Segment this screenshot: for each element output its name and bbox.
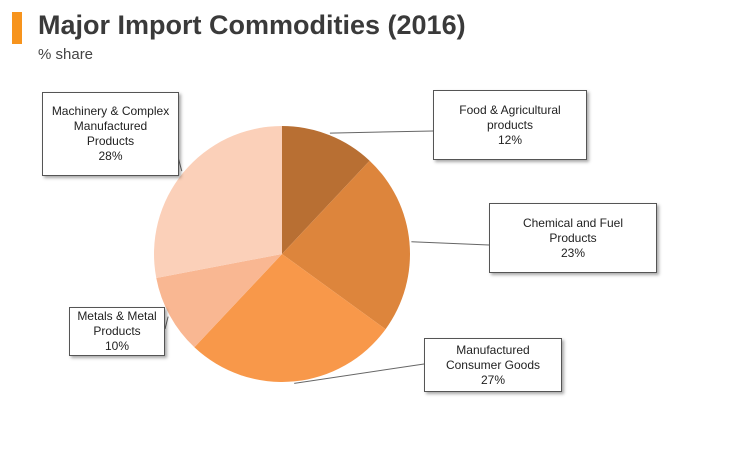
slice-label-name-line: Manufactured bbox=[456, 342, 530, 357]
slice-label-name-line: products bbox=[486, 117, 534, 132]
title-accent-bar bbox=[12, 12, 22, 44]
leader-line-0 bbox=[329, 130, 434, 134]
pie-slice-0 bbox=[282, 126, 370, 254]
slice-label-name-line: Metals & Metal bbox=[77, 309, 157, 323]
page-title: Major Import Commodities (2016) bbox=[38, 10, 466, 40]
slice-label-name-line: Consumer Goods bbox=[445, 357, 541, 372]
slice-label-4: Machinery & Complex Manufactured Products 2… bbox=[42, 92, 179, 176]
slice-label-name-line: Machinery & Complex bbox=[51, 104, 170, 118]
slice-label-1: Chemical and Fuel Products 23% bbox=[489, 203, 657, 273]
slice-label-name-line: Products bbox=[93, 324, 141, 338]
pie-slice-2 bbox=[194, 254, 386, 382]
slice-label-3: Metals & Metal Products 10% bbox=[69, 307, 165, 356]
slice-label-0: Food & Agricultural products 12% bbox=[433, 90, 587, 160]
leader-line-3 bbox=[164, 316, 169, 330]
leader-line-2 bbox=[294, 363, 425, 384]
slice-label-value: 12% bbox=[497, 132, 523, 147]
slice-label-name-line: Products bbox=[86, 134, 135, 148]
slice-label-2: Manufactured Consumer Goods 27% bbox=[424, 338, 562, 392]
pie-slice-1 bbox=[282, 160, 410, 330]
slice-label-name-line: Chemical and Fuel bbox=[522, 215, 624, 230]
pie-slice-4 bbox=[154, 126, 282, 278]
slice-label-name-line: Food & Agricultural bbox=[459, 102, 561, 117]
slice-label-value: 28% bbox=[98, 149, 123, 163]
slice-label-name-line: Products bbox=[549, 230, 597, 245]
slice-label-value: 23% bbox=[560, 245, 586, 260]
slice-label-value: 27% bbox=[480, 372, 506, 387]
pie-slice-3 bbox=[156, 254, 282, 348]
leader-line-1 bbox=[411, 241, 490, 246]
page-subtitle: % share bbox=[38, 46, 94, 63]
slice-label-name-line: Manufactured bbox=[73, 119, 148, 133]
slice-label-value: 10% bbox=[104, 339, 130, 353]
